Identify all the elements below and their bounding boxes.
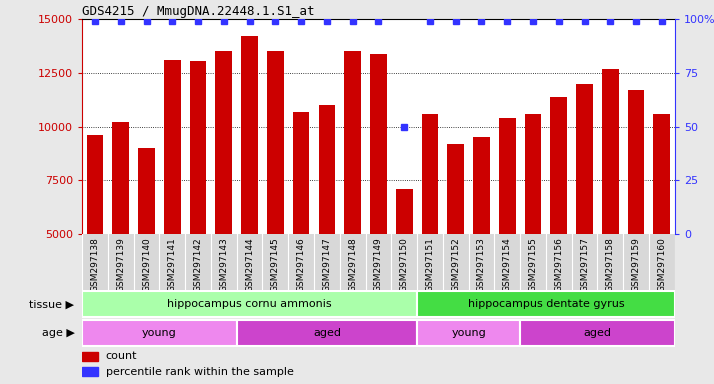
Text: GSM297141: GSM297141 bbox=[168, 237, 177, 292]
Bar bbox=[293, 112, 309, 342]
Text: aged: aged bbox=[313, 328, 341, 338]
Text: GSM297157: GSM297157 bbox=[580, 237, 589, 292]
Bar bbox=[370, 54, 387, 342]
Text: GSM297144: GSM297144 bbox=[245, 237, 254, 292]
Text: GSM297154: GSM297154 bbox=[503, 237, 512, 292]
Text: GSM297148: GSM297148 bbox=[348, 237, 357, 292]
Text: percentile rank within the sample: percentile rank within the sample bbox=[106, 367, 293, 377]
Bar bbox=[525, 114, 541, 342]
Text: GSM297143: GSM297143 bbox=[219, 237, 228, 292]
Bar bbox=[241, 36, 258, 342]
Text: GSM297147: GSM297147 bbox=[323, 237, 331, 292]
Bar bbox=[417, 291, 675, 317]
Text: young: young bbox=[451, 328, 486, 338]
Bar bbox=[653, 114, 670, 342]
Text: GSM297160: GSM297160 bbox=[658, 237, 666, 292]
Bar bbox=[318, 105, 336, 342]
Bar bbox=[112, 122, 129, 342]
Text: GSM297159: GSM297159 bbox=[632, 237, 640, 292]
Bar bbox=[237, 320, 417, 346]
Bar bbox=[82, 367, 99, 376]
Bar bbox=[267, 51, 283, 342]
Text: GSM297146: GSM297146 bbox=[296, 237, 306, 292]
Bar bbox=[82, 352, 99, 361]
Text: GSM297153: GSM297153 bbox=[477, 237, 486, 292]
Bar bbox=[576, 84, 593, 342]
Bar bbox=[396, 189, 413, 342]
Text: GSM297150: GSM297150 bbox=[400, 237, 408, 292]
Text: GSM297139: GSM297139 bbox=[116, 237, 125, 292]
Bar bbox=[190, 61, 206, 342]
Bar bbox=[628, 90, 645, 342]
Text: GSM297145: GSM297145 bbox=[271, 237, 280, 292]
Text: aged: aged bbox=[583, 328, 611, 338]
Bar bbox=[473, 137, 490, 342]
Text: hippocampus cornu ammonis: hippocampus cornu ammonis bbox=[167, 299, 332, 310]
Bar bbox=[86, 135, 104, 342]
Text: GSM297156: GSM297156 bbox=[554, 237, 563, 292]
Bar bbox=[82, 291, 417, 317]
Text: tissue ▶: tissue ▶ bbox=[29, 299, 74, 310]
Bar bbox=[138, 148, 155, 342]
Bar bbox=[520, 320, 675, 346]
Text: GDS4215 / MmugDNA.22448.1.S1_at: GDS4215 / MmugDNA.22448.1.S1_at bbox=[82, 5, 315, 18]
Bar bbox=[499, 118, 516, 342]
Text: GSM297155: GSM297155 bbox=[528, 237, 538, 292]
Bar bbox=[216, 51, 232, 342]
Text: GSM297140: GSM297140 bbox=[142, 237, 151, 292]
Bar bbox=[421, 114, 438, 342]
Bar bbox=[82, 320, 237, 346]
Text: GSM297152: GSM297152 bbox=[451, 237, 461, 292]
Bar bbox=[448, 144, 464, 342]
Text: young: young bbox=[142, 328, 177, 338]
Bar bbox=[164, 60, 181, 342]
Bar bbox=[417, 320, 520, 346]
Text: GSM297149: GSM297149 bbox=[374, 237, 383, 292]
Text: hippocampus dentate gyrus: hippocampus dentate gyrus bbox=[468, 299, 624, 310]
Bar bbox=[344, 51, 361, 342]
Text: count: count bbox=[106, 351, 137, 361]
Bar bbox=[602, 69, 619, 342]
Text: GSM297158: GSM297158 bbox=[605, 237, 615, 292]
Text: age ▶: age ▶ bbox=[41, 328, 74, 338]
Bar bbox=[550, 97, 567, 342]
Text: GSM297142: GSM297142 bbox=[193, 237, 203, 292]
Text: GSM297151: GSM297151 bbox=[426, 237, 434, 292]
Text: GSM297138: GSM297138 bbox=[91, 237, 99, 292]
